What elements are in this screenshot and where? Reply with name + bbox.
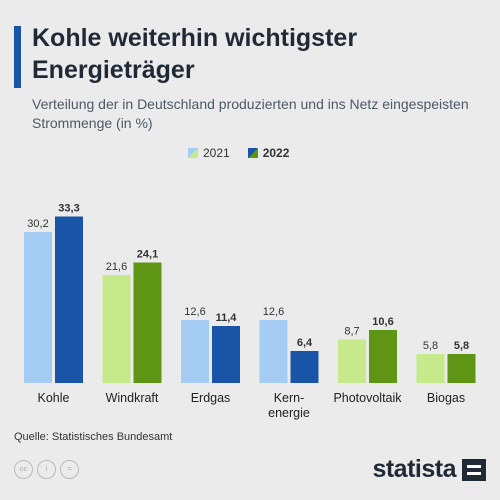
bar-2022-4 [369,330,397,383]
legend-item-2021: 2021 [188,146,230,160]
bar-2022-1 [133,262,162,383]
bar-value-label: 12,6 [263,306,284,318]
bar-value-label: 6,4 [297,337,313,349]
bar-2021-1 [102,275,131,383]
bar-value-label: 5,8 [423,340,438,352]
category-label: Kohle [38,391,70,405]
bar-2021-4 [338,339,366,383]
legend-label-2021: 2021 [203,146,230,160]
legend-label-2022: 2022 [262,146,290,160]
title-accent-bar [14,26,21,88]
statista-logo-text: statista [372,455,456,483]
bar-2021-2 [181,320,209,383]
legend-item-2022: 2022 [247,146,290,160]
bar-chart: 30,2 33,3 Kohle 21,6 24,1 Windkraft 12,6 11,4 Er… [24,203,476,420]
legend-swatch-2021 [188,148,198,158]
bar-2021-5 [416,354,445,383]
legend-swatch-2022 [247,148,258,158]
bar-2021-3 [259,320,288,383]
bar-value-label: 8,7 [344,326,359,338]
nd-icon: = [60,460,79,479]
bar-value-label: 33,3 [58,203,79,215]
bar-value-label: 12,6 [184,306,205,318]
bar-value-label: 30,2 [27,218,48,230]
bar-value-label: 10,6 [372,316,393,328]
bar-2022-2 [212,326,240,383]
bar-value-label: 21,6 [106,261,127,273]
bar-2022-5 [447,354,476,383]
by-icon: i [37,460,56,479]
bar-value-label: 11,4 [216,312,238,324]
bar-2021-0 [24,232,52,383]
category-label: Kern- [274,391,305,405]
category-label: Erdgas [191,391,231,405]
statista-logo: statista [372,455,486,484]
bar-2022-3 [290,351,319,383]
bar-2022-0 [55,216,83,383]
license-icons: cc i = [14,460,79,479]
page-subtitle: Verteilung der in Deutschland produziert… [32,96,469,131]
chart-legend: 2021 2022 [188,146,289,160]
category-label: Biogas [427,391,465,405]
statista-logo-icon [462,458,486,481]
cc-icon: cc [14,460,33,479]
page-title: Kohle weiterhin wichtigster Energieträge… [32,24,358,84]
category-label: energie [268,406,310,420]
bar-value-label: 5,8 [454,340,469,352]
source-note: Quelle: Statistisches Bundesamt [14,431,173,443]
category-label: Windkraft [106,391,159,405]
bar-value-label: 24,1 [137,249,158,261]
category-label: Photovoltaik [333,391,402,405]
